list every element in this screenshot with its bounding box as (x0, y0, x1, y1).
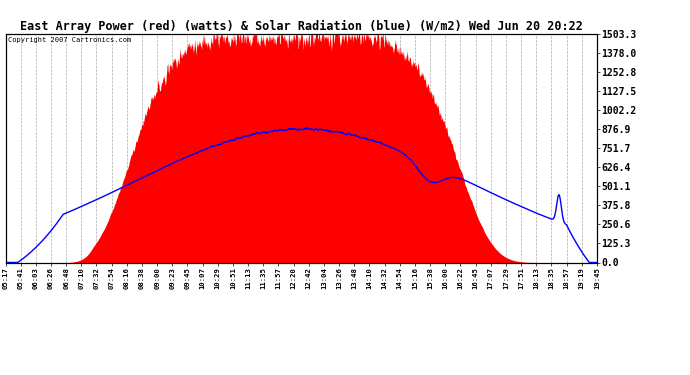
Text: Copyright 2007 Cartronics.com: Copyright 2007 Cartronics.com (8, 37, 132, 43)
Title: East Array Power (red) (watts) & Solar Radiation (blue) (W/m2) Wed Jun 20 20:22: East Array Power (red) (watts) & Solar R… (20, 20, 582, 33)
